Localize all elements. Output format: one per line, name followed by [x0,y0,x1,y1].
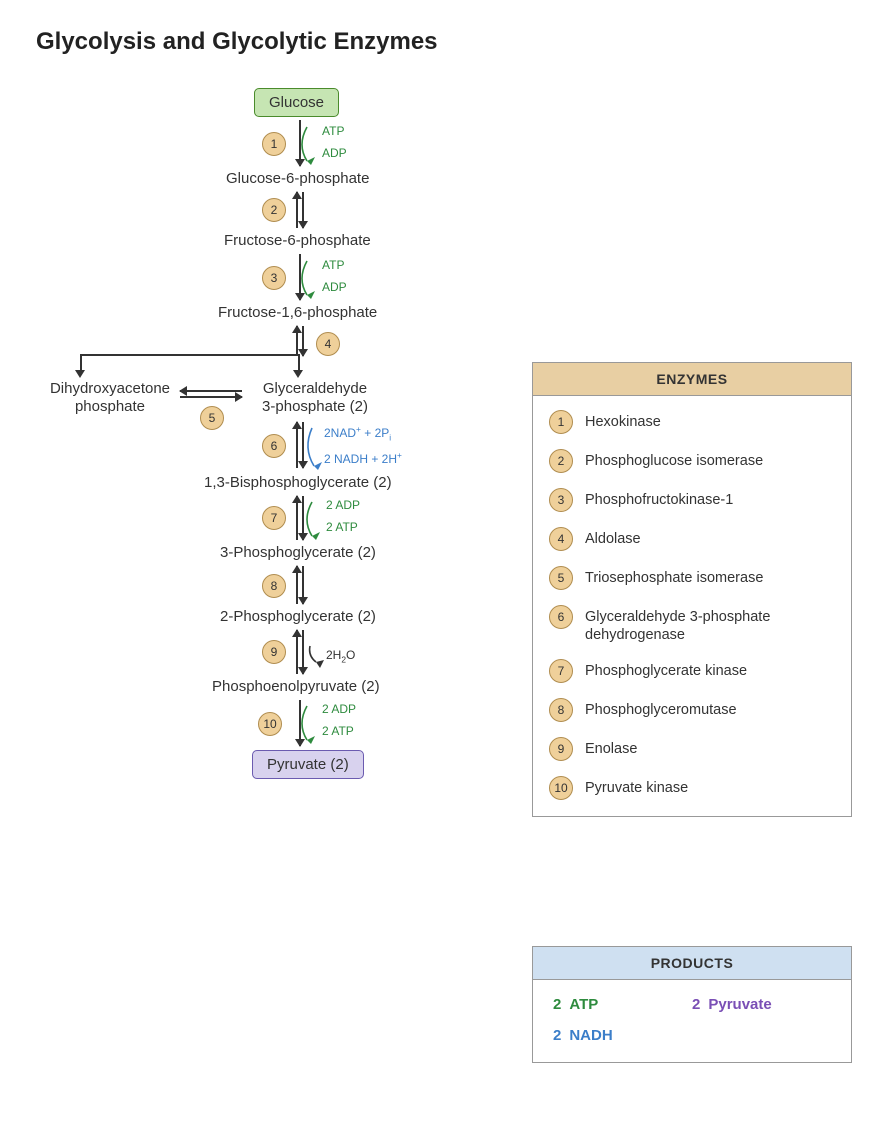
enzyme-row-label: Phosphoglucose isomerase [585,449,763,470]
enzyme-row-label: Triosephosphate isomerase [585,566,763,587]
arrow-step-9 [294,630,306,674]
enzyme-row-badge: 4 [549,527,573,551]
cofactor-step3-in: ATP [322,258,344,272]
branch-arrowhead-right [293,370,303,378]
enzyme-row: 2 Phosphoglucose isomerase [549,449,835,473]
molecule-f16p: Fructose-1,6-phosphate [218,304,377,321]
molecule-3pg: 3-Phosphoglycerate (2) [220,544,376,561]
molecule-dhap: Dihydroxyacetonephosphate [40,380,180,416]
arrow-step-8 [294,566,306,604]
enzyme-row-label: Enolase [585,737,637,758]
cofactor-step7-out: 2 ATP [326,520,358,534]
arrow-step-4 [294,326,306,356]
enzyme-row-label: Phosphofructokinase-1 [585,488,733,509]
enzyme-row: 7 Phosphoglycerate kinase [549,659,835,683]
arrow-step-3 [299,254,301,300]
enzyme-row-label: Hexokinase [585,410,661,431]
enzyme-badge-8: 8 [262,574,286,598]
product-item: 2Pyruvate [692,996,831,1013]
molecule-bpg: 1,3-Bisphosphoglycerate (2) [204,474,392,491]
enzyme-badge-9: 9 [262,640,286,664]
molecule-g3p: Glyceraldehyde3-phosphate (2) [250,380,380,416]
cofactor-step1-in: ATP [322,124,344,138]
molecule-2pg: 2-Phosphoglycerate (2) [220,608,376,625]
molecule-pep: Phosphoenolpyruvate (2) [212,678,380,695]
enzymes-panel-body: 1 Hexokinase 2 Phosphoglucose isomerase 3 Pho… [533,396,851,816]
enzyme-row-badge: 1 [549,410,573,434]
cofactor-step7-in: 2 ADP [326,498,360,512]
products-panel-header: PRODUCTS [533,947,851,980]
glycolysis-pathway: Glucose 1 ATP ADP Glucose-6-phosphate 2 … [40,88,500,1098]
enzyme-row-badge: 9 [549,737,573,761]
enzymes-panel: ENZYMES 1 Hexokinase 2 Phosphoglucose isome… [532,362,852,817]
enzyme-row: 1 Hexokinase [549,410,835,434]
molecule-glucose: Glucose [254,88,339,117]
enzyme-row: 10 Pyruvate kinase [549,776,835,800]
molecule-f6p: Fructose-6-phosphate [224,232,371,249]
enzyme-badge-7: 7 [262,506,286,530]
enzyme-row-label: Aldolase [585,527,641,548]
enzyme-row-badge: 10 [549,776,573,800]
molecule-pyruvate: Pyruvate (2) [252,750,364,779]
arrow-step-2 [294,192,306,228]
branch-horizontal [80,354,296,356]
arrow-step-6 [294,422,306,468]
enzyme-row: 9 Enolase [549,737,835,761]
enzyme-row: 3 Phosphofructokinase-1 [549,488,835,512]
cofactor-step6-out: 2 NADH + 2H+ [324,450,402,466]
molecule-g6p: Glucose-6-phosphate [226,170,369,187]
enzyme-row-badge: 7 [549,659,573,683]
enzyme-badge-2: 2 [262,198,286,222]
enzyme-badge-4: 4 [316,332,340,356]
cofactor-step1-out: ADP [322,146,347,160]
arrow-step-1 [299,120,301,166]
enzyme-row: 8 Phosphoglyceromutase [549,698,835,722]
product-item: 2NADH [553,1027,692,1044]
branch-arrowhead-left [75,370,85,378]
enzyme-row-badge: 5 [549,566,573,590]
cofactor-curve-9 [308,644,328,673]
page-title: Glycolysis and Glycolytic Enzymes [36,28,438,56]
enzyme-badge-1: 1 [262,132,286,156]
enzyme-row: 4 Aldolase [549,527,835,551]
enzyme-row: 5 Triosephosphate isomerase [549,566,835,590]
cofactor-step10-out: 2 ATP [322,724,354,738]
cofactor-step9-out: 2H2O [326,648,355,664]
enzyme-row-label: Phosphoglycerate kinase [585,659,747,680]
enzyme-row-badge: 6 [549,605,573,629]
arrow-step-5 [180,388,242,400]
arrow-step-10 [299,700,301,746]
enzyme-row-label: Glyceraldehyde 3-phosphate dehydrogenase [585,605,835,644]
enzyme-badge-5: 5 [200,406,224,430]
cofactor-step10-in: 2 ADP [322,702,356,716]
products-panel-body: 2ATP2Pyruvate2NADH [533,980,851,1062]
product-item: 2ATP [553,996,692,1013]
enzyme-row: 6 Glyceraldehyde 3-phosphate dehydrogenas… [549,605,835,644]
enzyme-badge-10: 10 [258,712,282,736]
enzymes-panel-header: ENZYMES [533,363,851,396]
enzyme-badge-3: 3 [262,266,286,290]
products-panel: PRODUCTS 2ATP2Pyruvate2NADH [532,946,852,1063]
enzyme-row-badge: 8 [549,698,573,722]
enzyme-badge-6: 6 [262,434,286,458]
cofactor-step3-out: ADP [322,280,347,294]
enzyme-row-label: Pyruvate kinase [585,776,688,797]
arrow-step-7 [294,496,306,540]
enzyme-row-badge: 3 [549,488,573,512]
enzyme-row-badge: 2 [549,449,573,473]
cofactor-step6-in: 2NAD+ + 2Pi [324,424,391,442]
enzyme-row-label: Phosphoglyceromutase [585,698,737,719]
